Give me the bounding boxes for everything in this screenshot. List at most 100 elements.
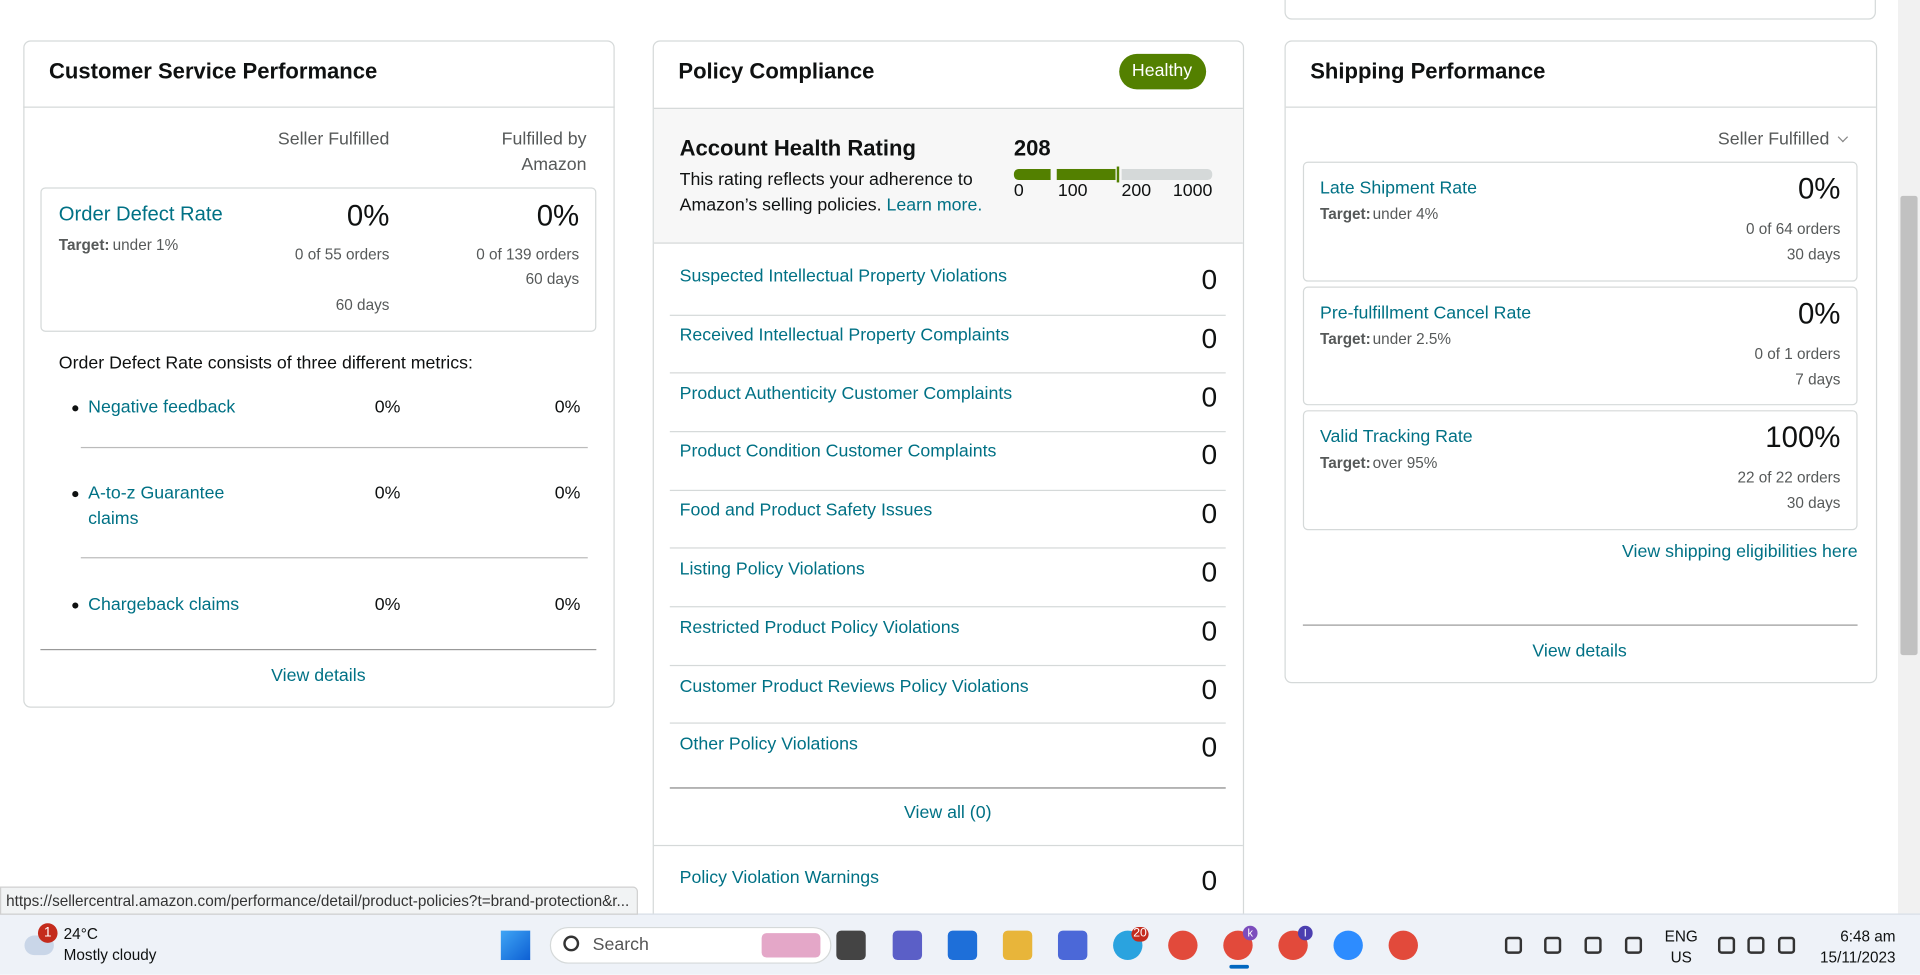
ahr-description: This rating reflects your adherence to A… xyxy=(679,170,983,216)
violation-name[interactable]: Listing Policy Violations xyxy=(679,559,865,580)
start-button[interactable] xyxy=(500,930,531,961)
eligibility-link[interactable]: View shipping eligibilities here xyxy=(1622,542,1858,563)
status-bar xyxy=(0,886,638,915)
taskbar-app[interactable] xyxy=(836,930,866,961)
odr-name[interactable]: Order Defect Rate xyxy=(58,203,223,226)
metric-detail: 22 of 22 orders xyxy=(1737,468,1841,487)
taskbar-app[interactable] xyxy=(1168,930,1198,961)
divider xyxy=(23,106,615,108)
metric-name[interactable]: Chargeback claims xyxy=(88,595,240,615)
metric-card xyxy=(1302,286,1858,406)
metric-value: 0% xyxy=(346,199,390,233)
tray-icon[interactable] xyxy=(1504,936,1523,954)
view-details[interactable]: View details xyxy=(271,666,366,686)
violation-count: 0 xyxy=(1201,614,1218,647)
odr-card xyxy=(40,187,597,332)
taskbar-app[interactable] xyxy=(1002,930,1033,961)
learn-more[interactable]: Learn more. xyxy=(886,195,983,216)
health-badge-text: Healthy xyxy=(1131,61,1193,81)
weather-badge: 1 xyxy=(44,925,52,941)
metric-period: 60 days xyxy=(525,270,580,288)
metric-period: 7 days xyxy=(1795,371,1841,389)
violation-name[interactable]: Suspected Intellectual Property Violatio… xyxy=(679,266,1007,287)
panel-title: Customer Service Performance xyxy=(48,58,378,84)
metric-value: 0% xyxy=(536,199,580,233)
divider xyxy=(653,844,1243,847)
metric-value: 0% xyxy=(1797,297,1841,331)
divider xyxy=(669,431,1226,433)
divider xyxy=(1302,624,1858,626)
taskbar-app[interactable] xyxy=(1057,930,1088,961)
view-details[interactable]: View details xyxy=(1532,641,1627,662)
active-indicator xyxy=(1229,964,1249,969)
status-url: https://sellercentral.amazon.com/perform… xyxy=(6,892,630,910)
violation-count: 0 xyxy=(1201,497,1218,530)
divider xyxy=(669,314,1226,316)
badge xyxy=(1242,925,1258,941)
rating-bar xyxy=(1056,168,1116,181)
violation-name[interactable]: Food and Product Safety Issues xyxy=(679,501,933,521)
violation-name[interactable]: Product Condition Customer Complaints xyxy=(679,442,997,463)
search-icon xyxy=(563,935,580,952)
warnings-name[interactable]: Policy Violation Warnings xyxy=(679,868,879,888)
tray-icon[interactable] xyxy=(1584,936,1602,954)
tray-icon[interactable] xyxy=(1624,936,1643,954)
metric-name[interactable]: A-to-z Guarantee claims xyxy=(88,483,225,529)
view-all[interactable]: View all (0) xyxy=(904,803,992,823)
rating-marker xyxy=(1116,166,1120,183)
metric-period: 30 days xyxy=(1786,494,1841,512)
divider xyxy=(669,722,1226,724)
metric-name[interactable]: Pre-fulfillment Cancel Rate xyxy=(1320,303,1532,324)
shipping-panel xyxy=(1284,40,1878,684)
divider xyxy=(40,648,597,651)
dropdown[interactable]: Seller Fulfilled xyxy=(1717,129,1830,150)
violation-name[interactable]: Customer Product Reviews Policy Violatio… xyxy=(679,676,1029,697)
rating-bar xyxy=(1121,168,1213,181)
metric-name[interactable]: Negative feedback xyxy=(88,397,236,418)
tray-icon[interactable] xyxy=(1544,936,1562,954)
metric-name[interactable]: Late Shipment Rate xyxy=(1320,178,1477,199)
date: 15/11/2023 xyxy=(1820,948,1896,967)
metric-seller: 0% xyxy=(374,595,401,615)
telegram-badge: 20 xyxy=(1133,926,1147,941)
taskbar-app[interactable] xyxy=(947,930,978,961)
ahr-title: Account Health Rating xyxy=(679,135,916,161)
violation-name[interactable]: Product Authenticity Customer Complaints xyxy=(679,383,1013,404)
search-art xyxy=(761,933,821,958)
badge xyxy=(1131,926,1149,942)
bullet xyxy=(72,405,79,412)
metric-seller: 0% xyxy=(374,397,401,418)
customer-service-panel xyxy=(23,40,615,708)
search: Search xyxy=(592,935,649,956)
taskbar-app[interactable] xyxy=(1388,930,1418,961)
tray-icon[interactable] xyxy=(1717,936,1736,954)
scroll-thumb[interactable] xyxy=(1900,195,1918,656)
divider xyxy=(669,787,1226,789)
temperature: 24°C xyxy=(63,925,98,943)
taskbar-app[interactable] xyxy=(892,930,923,961)
top-panel xyxy=(1284,0,1876,20)
divider xyxy=(1285,106,1876,108)
violation-count: 0 xyxy=(1201,380,1218,413)
divider xyxy=(669,664,1226,667)
bullet xyxy=(72,602,79,609)
violation-name[interactable]: Other Policy Violations xyxy=(679,735,858,755)
tray-icon[interactable] xyxy=(1747,936,1765,954)
violation-count: 0 xyxy=(1201,672,1218,705)
scale-label: 100 xyxy=(1057,181,1088,201)
rating-bar xyxy=(1013,168,1051,181)
target-value: under 2.5% xyxy=(1372,330,1451,348)
taskbar-app[interactable] xyxy=(1333,930,1363,961)
divider xyxy=(669,372,1226,374)
metric-card xyxy=(1302,410,1858,531)
violation-name[interactable]: Received Intellectual Property Complaint… xyxy=(679,325,1010,346)
health-badge xyxy=(1119,53,1207,90)
metric-value: 0% xyxy=(1797,172,1841,206)
tray-icon[interactable] xyxy=(1777,936,1796,954)
metric-name[interactable]: Valid Tracking Rate xyxy=(1320,427,1473,447)
metric-fba: 0% xyxy=(554,483,581,504)
badge xyxy=(37,923,58,943)
violation-count: 0 xyxy=(1201,438,1218,471)
violation-name[interactable]: Restricted Product Policy Violations xyxy=(679,618,960,638)
